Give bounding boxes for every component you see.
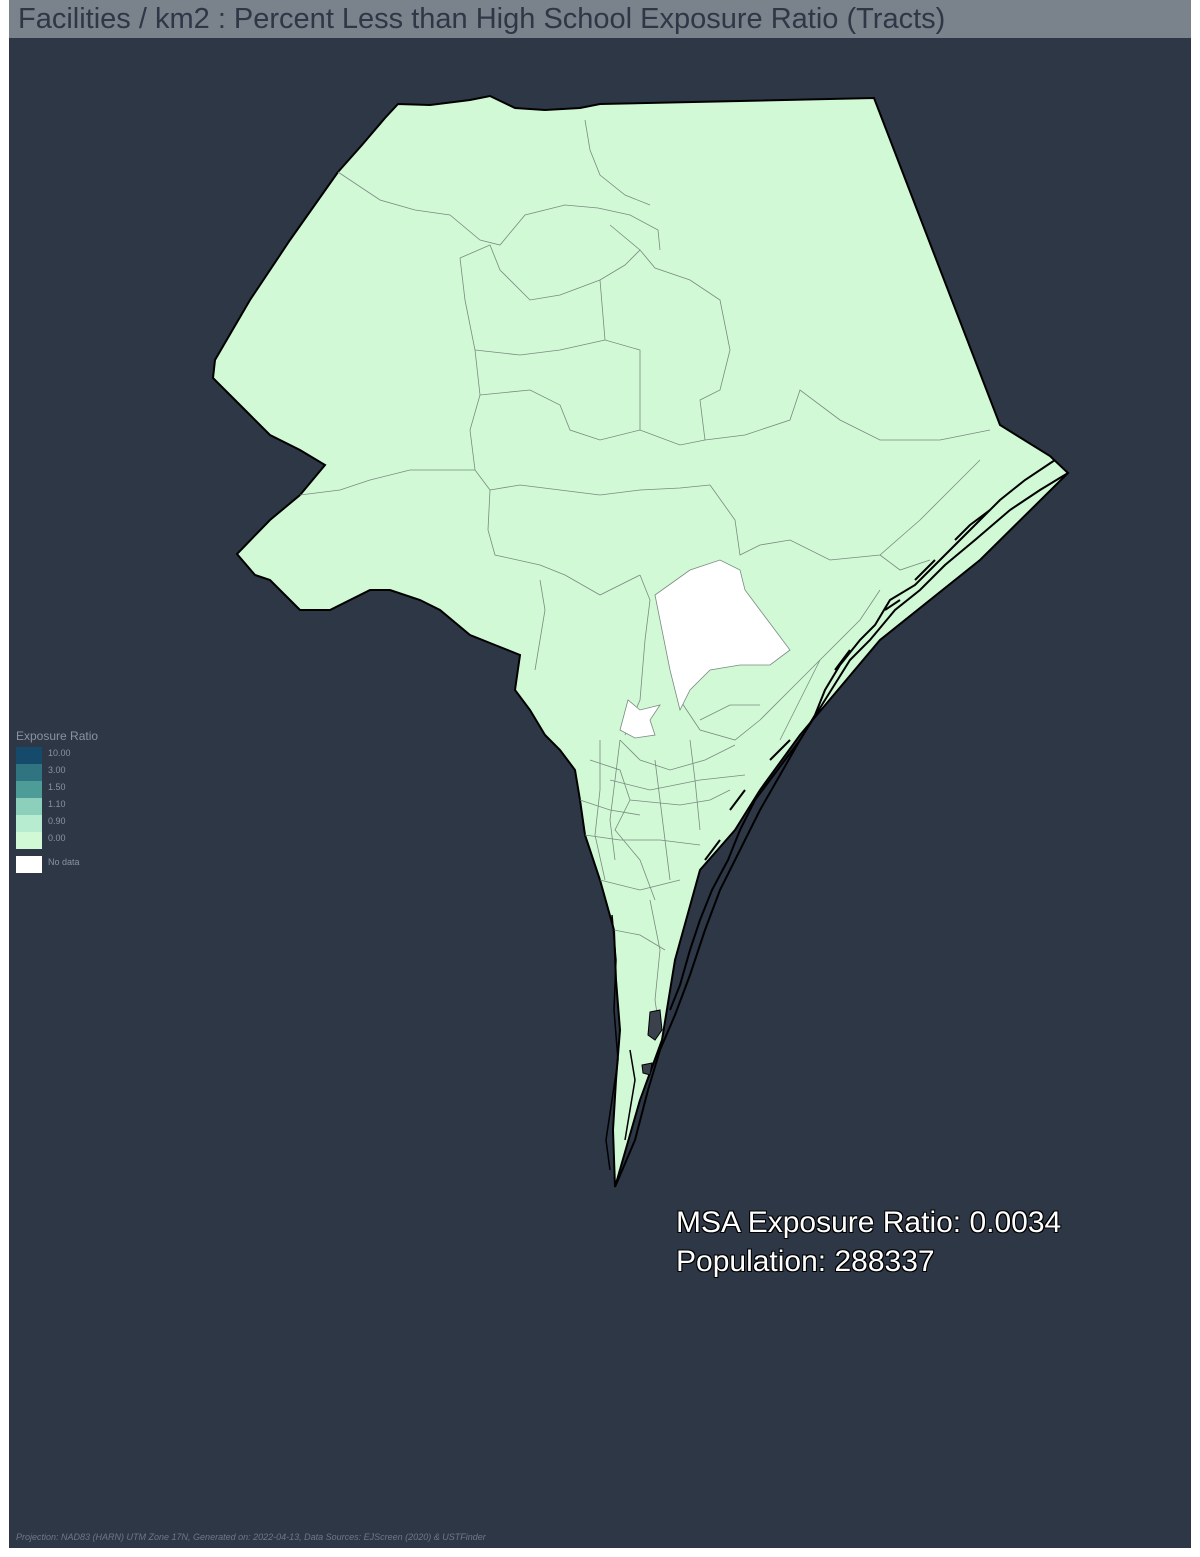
water-tract	[647, 1009, 663, 1041]
legend-label: 1.10	[48, 799, 66, 809]
legend-swatch	[16, 798, 42, 815]
legend-class-3: 1.10	[16, 798, 98, 815]
no-data-tract-small	[619, 699, 661, 739]
legend-swatch	[16, 764, 42, 781]
title-bar: Facilities / km2 : Percent Less than Hig…	[9, 0, 1191, 38]
legend-swatch	[16, 747, 42, 764]
legend-swatch-no-data	[16, 856, 42, 873]
legend-class-2: 1.50	[16, 781, 98, 798]
legend-class-5: 0.00	[16, 832, 98, 849]
legend-label: 0.00	[48, 833, 66, 843]
msa-exposure-ratio: MSA Exposure Ratio: 0.0034	[676, 1206, 1062, 1239]
coastline-detail	[614, 459, 1069, 1188]
map-legend: Exposure Ratio 10.00 3.00 1.50 1.10 0.90 0.00…	[16, 729, 98, 873]
no-data-tract-large	[654, 559, 791, 712]
population: Population: 288337	[676, 1245, 935, 1278]
water-tract-2	[641, 1062, 653, 1076]
southern-tip-detail	[605, 914, 636, 1171]
legend-swatch	[16, 781, 42, 798]
legend-label: 3.00	[48, 765, 66, 775]
legend-class-4: 0.90	[16, 815, 98, 832]
legend-class-1: 3.00	[16, 764, 98, 781]
footer-credits: Projection: NAD83 (HARN) UTM Zone 17N, G…	[16, 1532, 486, 1542]
legend-label-no-data: No data	[48, 857, 80, 867]
stats-box: MSA Exposure Ratio: 0.0034 Population: 2…	[676, 1203, 1061, 1281]
map-title: Facilities / km2 : Percent Less than Hig…	[18, 3, 946, 35]
legend-label: 1.50	[48, 782, 66, 792]
legend-label: 0.90	[48, 816, 66, 826]
legend-class-0: 10.00	[16, 747, 98, 764]
legend-title: Exposure Ratio	[16, 729, 99, 743]
legend-label: 10.00	[48, 748, 71, 758]
region-outline	[211, 94, 1070, 1188]
legend-no-data: No data	[16, 856, 98, 873]
legend-swatch	[16, 815, 42, 832]
legend-swatch	[16, 832, 42, 849]
